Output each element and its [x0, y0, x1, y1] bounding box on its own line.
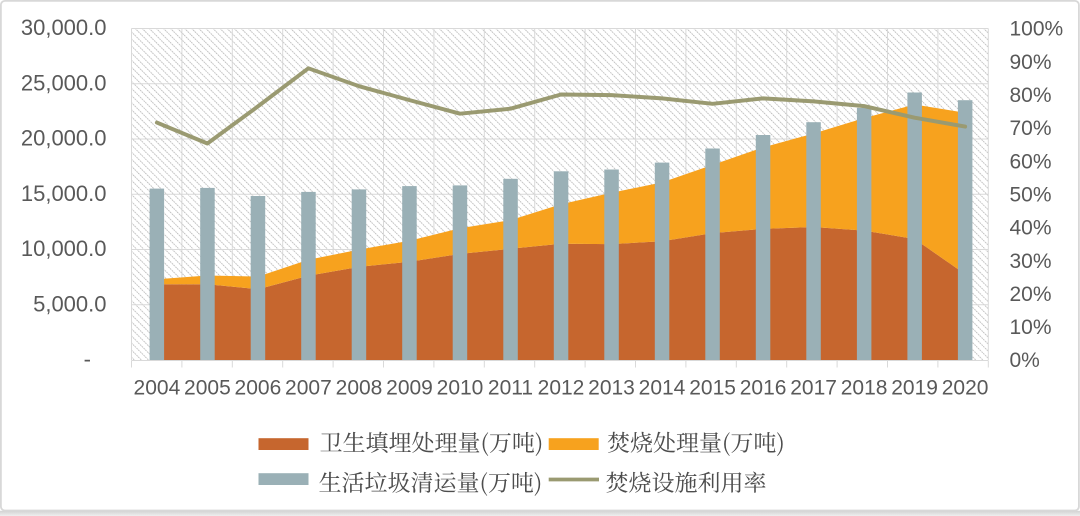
svg-text:2013: 2013	[588, 377, 635, 400]
svg-text:2012: 2012	[538, 377, 585, 400]
svg-text:20%: 20%	[1010, 283, 1052, 306]
svg-text:2009: 2009	[386, 377, 433, 400]
svg-text:100%: 100%	[1010, 18, 1064, 41]
svg-text:50%: 50%	[1010, 184, 1052, 207]
svg-text:2007: 2007	[285, 377, 332, 400]
svg-text:30%: 30%	[1010, 250, 1052, 273]
svg-text:2006: 2006	[235, 377, 282, 400]
svg-text:2019: 2019	[891, 377, 938, 400]
svg-text:-: -	[84, 347, 91, 372]
svg-text:10%: 10%	[1010, 316, 1052, 339]
svg-text:0%: 0%	[1010, 349, 1040, 372]
svg-text:2004: 2004	[134, 377, 181, 400]
svg-text:2015: 2015	[689, 377, 736, 400]
svg-text:2010: 2010	[437, 377, 484, 400]
svg-text:30,000.0: 30,000.0	[21, 15, 107, 40]
svg-text:10,000.0: 10,000.0	[21, 236, 107, 261]
svg-text:2020: 2020	[942, 377, 989, 400]
svg-text:15,000.0: 15,000.0	[21, 181, 107, 206]
svg-text:80%: 80%	[1010, 84, 1052, 107]
svg-text:70%: 70%	[1010, 117, 1052, 140]
svg-text:90%: 90%	[1010, 51, 1052, 74]
svg-text:20,000.0: 20,000.0	[21, 126, 107, 151]
svg-text:2011: 2011	[488, 377, 533, 400]
svg-text:25,000.0: 25,000.0	[21, 70, 107, 95]
svg-text:2016: 2016	[740, 377, 787, 400]
svg-text:2014: 2014	[639, 377, 686, 400]
svg-text:2008: 2008	[336, 377, 383, 400]
svg-text:2018: 2018	[841, 377, 888, 400]
svg-text:5,000.0: 5,000.0	[33, 291, 106, 316]
svg-text:2017: 2017	[790, 377, 837, 400]
svg-text:2005: 2005	[184, 377, 231, 400]
svg-text:60%: 60%	[1010, 150, 1052, 173]
svg-text:40%: 40%	[1010, 217, 1052, 240]
